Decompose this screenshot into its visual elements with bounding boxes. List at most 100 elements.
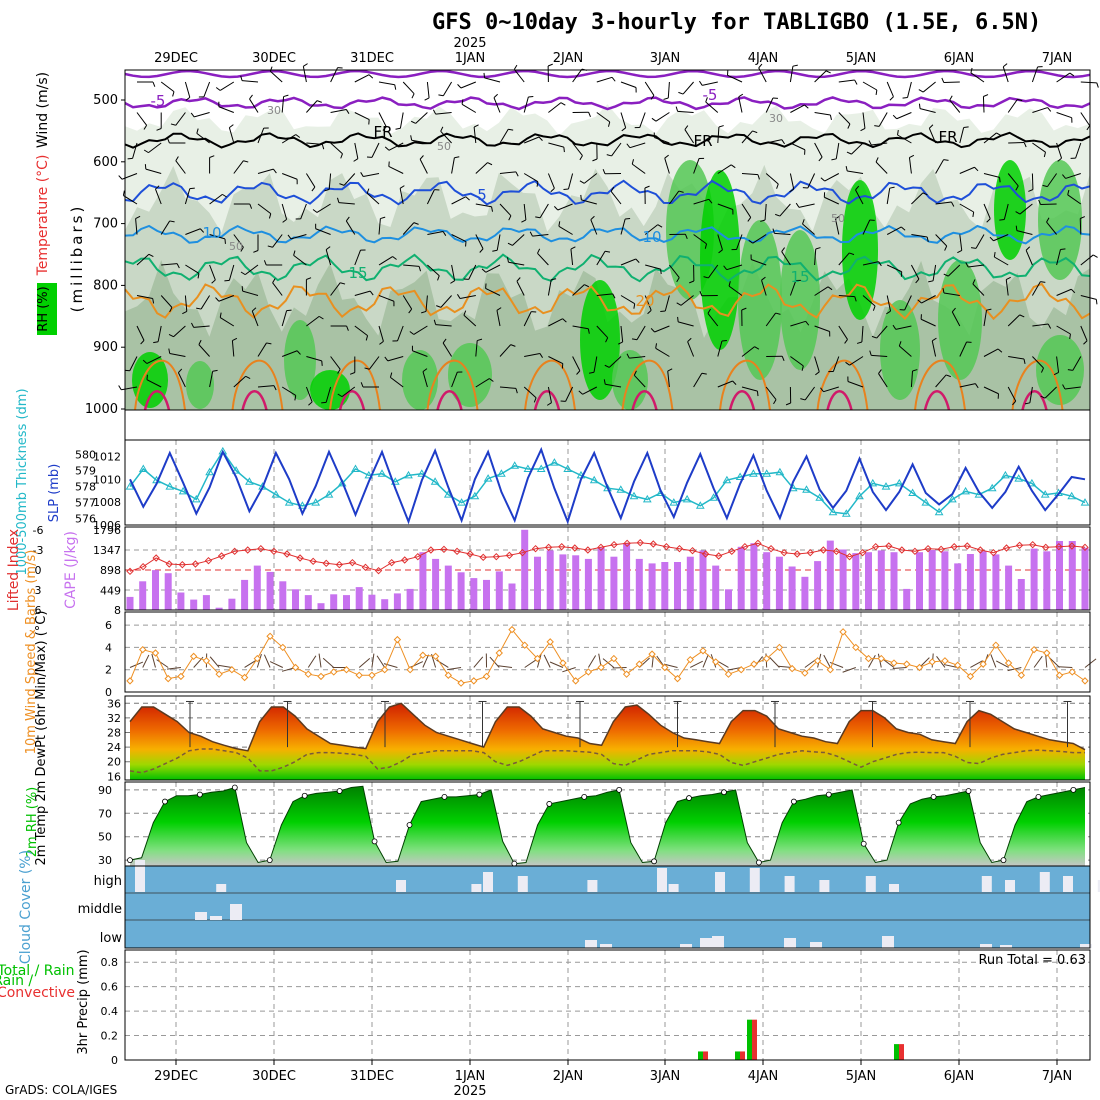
wind-barb-flag	[148, 253, 154, 257]
wind-speed-marker	[419, 651, 427, 659]
wind-barb-flag	[394, 84, 397, 90]
wind-barb-flag	[442, 338, 447, 344]
wind-barb	[173, 325, 186, 338]
wind-barb-flag	[1057, 157, 1062, 162]
precip-frame	[124, 949, 1091, 1061]
wind-barb	[968, 264, 985, 268]
thickness-marker	[1027, 478, 1037, 487]
wind-barb	[983, 310, 987, 327]
wind-barb	[185, 228, 201, 235]
wind-barb	[251, 310, 259, 327]
wind-barb-flag	[918, 103, 921, 109]
wind-barb	[936, 655, 946, 668]
rh-marker	[721, 789, 727, 796]
wind-barb	[572, 284, 585, 296]
thickness-tick-label: 578	[75, 481, 96, 494]
wind-speed-marker	[1081, 677, 1089, 685]
wind-barb	[838, 112, 851, 125]
wind-barb	[499, 386, 516, 389]
wind-barb-flag	[889, 186, 895, 189]
rh-area	[130, 786, 1085, 866]
lifted-index-marker	[283, 550, 291, 558]
wind-barb-flag	[272, 168, 277, 174]
wind-barb-flag	[657, 224, 663, 228]
wind-barb-flag	[529, 231, 533, 237]
wind-barb-flag	[515, 171, 519, 177]
wind-barb-flag	[728, 281, 731, 287]
lifted-index-marker	[963, 542, 971, 550]
cape-bar	[304, 595, 312, 610]
wind-barb	[702, 81, 718, 86]
cape-bar	[814, 561, 822, 610]
wind-barb-flag	[170, 123, 176, 126]
wind-barb	[219, 317, 235, 327]
lifted-index-marker	[675, 544, 684, 553]
wind-barb-flag	[266, 342, 272, 345]
wind-barb-flag	[442, 231, 447, 236]
wind-barb-flag	[433, 319, 437, 325]
upper-air-ground	[125, 410, 1090, 440]
cape-bar	[381, 599, 389, 610]
pressure-tick-label: 1000	[85, 402, 118, 417]
wind-barb-flag	[360, 382, 364, 388]
temp-frame	[124, 695, 1091, 781]
contour-label: 50	[831, 212, 845, 225]
wind-barb-flag	[698, 80, 703, 86]
rh-marker	[231, 784, 238, 791]
li-tick-label: -6	[33, 524, 44, 537]
wind-barb	[290, 234, 307, 240]
wind-barb	[862, 112, 866, 129]
lifted-index-marker	[440, 545, 448, 554]
wind-barb	[368, 356, 380, 370]
bottom-date-label: 31DEC	[350, 1069, 394, 1084]
contour-label: 10	[202, 224, 221, 242]
wind-barb	[910, 371, 914, 388]
cape-bar	[826, 540, 834, 610]
wind-barb	[690, 660, 703, 668]
wind-barb	[523, 173, 539, 183]
wind-barb	[1029, 386, 1033, 403]
lifted-index-marker	[217, 552, 226, 560]
wind-barb-flag	[612, 293, 616, 299]
wind-barb	[516, 281, 525, 296]
wind-barb	[123, 195, 138, 205]
rh-marker	[860, 840, 867, 847]
wind-barb-flag	[604, 250, 611, 253]
wind-barb-flag	[1067, 369, 1073, 371]
cape-bar	[177, 592, 185, 610]
wind-barb-flag	[592, 158, 598, 162]
wind-barb-flag	[176, 263, 180, 269]
wind-barb-flag	[365, 335, 369, 341]
isotherm-line	[124, 96, 1091, 111]
wind-barb-flag	[349, 372, 355, 375]
wind-speed-marker	[470, 677, 478, 685]
wind-barb	[524, 659, 537, 668]
wind-barb	[378, 325, 384, 342]
cape-bar	[648, 563, 656, 610]
wind-barb-flag	[1083, 340, 1088, 345]
thickness-marker	[337, 478, 347, 487]
wind-barb-flag	[185, 96, 191, 101]
wind-barb	[608, 356, 622, 368]
wind-barb-flag	[437, 275, 440, 281]
wind-speed-marker	[508, 625, 516, 634]
lifted-index-marker	[558, 542, 566, 551]
wind-barb	[935, 374, 947, 388]
wind-barb-flag	[644, 185, 650, 189]
rh-marker	[790, 798, 797, 805]
cape-bar	[903, 588, 911, 610]
wind-barb-flag	[886, 310, 891, 315]
high-cloud-bar	[657, 868, 667, 892]
cape-bar	[241, 579, 249, 610]
wind-barb-flag	[999, 219, 1005, 221]
wind-barb-flag	[878, 261, 882, 267]
top-date-label: 5JAN	[846, 51, 877, 66]
thickness-tick-label: 576	[75, 513, 96, 526]
wind-barb-flag	[321, 144, 325, 150]
wind-barb-flag	[805, 321, 810, 326]
precip-tick-label: 0.2	[101, 1030, 119, 1043]
wind-speed-marker	[813, 657, 822, 665]
wind-barb	[861, 325, 864, 342]
wind-barb-flag	[792, 64, 798, 67]
wind-barb	[415, 112, 428, 124]
